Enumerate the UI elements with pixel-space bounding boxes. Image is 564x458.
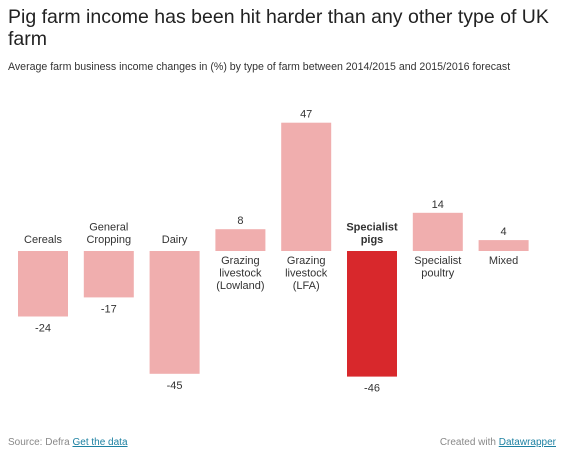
bar-specialist-pigs: [347, 251, 397, 377]
bar-general-cropping: [83, 251, 134, 298]
datawrapper-link[interactable]: Datawrapper: [498, 437, 556, 448]
category-label-grazing-livestock-lfa-line-1: Grazing: [287, 255, 326, 267]
value-label-mixed: 4: [501, 226, 507, 238]
value-label-specialist-pigs: -46: [364, 383, 380, 395]
value-label-grazing-livestock-lfa: 47: [300, 109, 312, 121]
category-label-grazing-livestock-lowland-line-2: livestock: [219, 268, 262, 280]
category-label-general-cropping-line-2: Cropping: [86, 234, 131, 246]
get-data-link[interactable]: Get the data: [72, 437, 128, 448]
bar-dairy: [149, 251, 200, 374]
bar-grazing-livestock-lfa: [281, 122, 332, 251]
category-label-specialist-poultry-line-1: Specialist: [414, 255, 461, 267]
category-label-grazing-livestock-lowland-line-1: Grazing: [221, 255, 260, 267]
category-label-specialist-pigs-line-1: Specialist: [346, 222, 398, 234]
category-label-dairy-line-1: Dairy: [162, 234, 188, 246]
value-label-cereals: -24: [35, 323, 51, 335]
chart-subtitle: Average farm business income changes in …: [8, 61, 511, 73]
category-label-grazing-livestock-lowland-line-3: (Lowland): [216, 280, 264, 292]
created-with-label: Created with: [439, 437, 496, 448]
chart-title: Pig farm income has been hit harder than…: [8, 6, 549, 50]
category-label-grazing-livestock-lfa-line-3: (LFA): [293, 280, 320, 292]
category-label-cereals-line-1: Cereals: [24, 234, 62, 246]
source-label: Source: Defra: [8, 437, 70, 448]
category-label-general-cropping-line-1: General: [89, 222, 128, 234]
value-label-general-cropping: -17: [101, 303, 117, 315]
value-label-dairy: -45: [167, 380, 183, 392]
category-label-specialist-poultry-line-2: poultry: [421, 268, 455, 280]
bar-mixed: [478, 240, 529, 251]
bar-specialist-poultry: [412, 212, 463, 251]
value-label-specialist-poultry: 14: [432, 199, 444, 211]
bar-cereals: [18, 251, 68, 317]
category-label-specialist-pigs-line-2: pigs: [361, 234, 384, 246]
footer-credit: Created with Datawrapper: [440, 437, 556, 449]
value-label-grazing-livestock-lowland: 8: [237, 215, 243, 227]
category-label-mixed-line-1: Mixed: [489, 255, 518, 267]
category-label-grazing-livestock-lfa-line-2: livestock: [285, 268, 328, 280]
footer-source: Source: Defra Get the data: [8, 437, 128, 449]
bar-grazing-livestock-lowland: [215, 229, 266, 251]
